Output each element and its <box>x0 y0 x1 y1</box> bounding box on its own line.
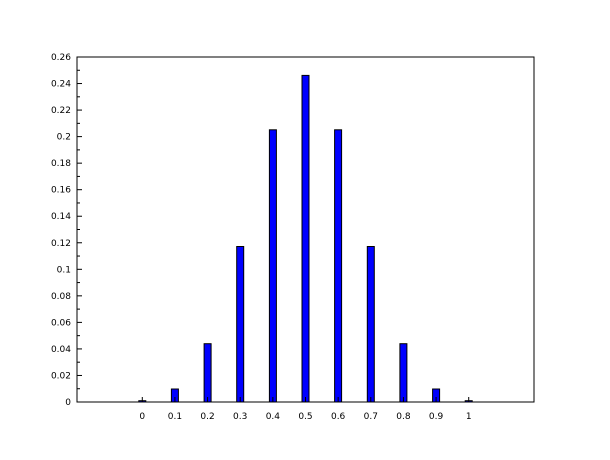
y-axis: 0 0.02 0.04 0.06 0.08 0.1 0.12 0.14 0.16 0.18 0.2 0… <box>51 53 82 408</box>
y-tick-label: 0.22 <box>51 106 71 116</box>
bar-0.3 <box>236 246 245 403</box>
y-tick-label: 0.16 <box>51 186 71 196</box>
y-tick-label: 0.06 <box>51 318 71 328</box>
y-tick-label: 0 <box>65 398 71 408</box>
x-tick-label: 0.6 <box>331 412 346 422</box>
y-tick-label: 0.24 <box>51 80 71 90</box>
y-tick-label: 0.18 <box>51 159 71 169</box>
bar-0.2 <box>203 343 212 403</box>
bar-0.4 <box>268 129 277 403</box>
y-tick-label: 0.04 <box>51 345 71 355</box>
y-tick-label: 0.08 <box>51 292 71 302</box>
x-tick-label: 1 <box>466 412 472 422</box>
x-axis: 0 0.1 0.2 0.3 0.4 0.5 0.6 0.7 0.8 0.9 1 <box>139 397 472 422</box>
y-tick-label: 0.14 <box>51 212 71 222</box>
x-tick-label: 0.5 <box>298 412 312 422</box>
y-tick-label: 0.26 <box>51 53 71 63</box>
bar-0.6 <box>334 129 343 403</box>
y-tick-label: 0.1 <box>57 265 71 275</box>
bar-0.7 <box>366 246 375 403</box>
x-tick-label: 0.4 <box>266 412 281 422</box>
plot-frame <box>76 56 535 403</box>
x-tick-label: 0.2 <box>200 412 214 422</box>
x-tick-label: 0.7 <box>364 412 378 422</box>
y-tick-label: 0.2 <box>57 133 71 143</box>
y-tick-label: 0.12 <box>51 239 71 249</box>
bar-0.8 <box>399 343 408 403</box>
x-tick-label: 0.8 <box>396 412 411 422</box>
y-tick-label: 0.02 <box>51 371 71 381</box>
bar-0.5 <box>301 74 310 403</box>
x-tick-label: 0 <box>139 412 145 422</box>
x-tick-label: 0.1 <box>168 412 182 422</box>
x-tick-label: 0.9 <box>429 412 444 422</box>
x-tick-label: 0.3 <box>233 412 247 422</box>
